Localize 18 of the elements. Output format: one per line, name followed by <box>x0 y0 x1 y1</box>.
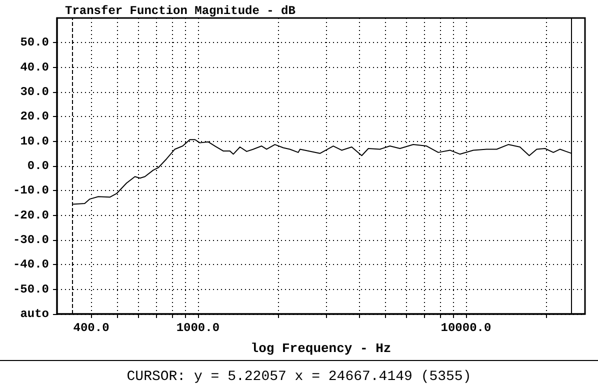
y-tick-label: -50.0 <box>12 282 49 296</box>
y-tick-label: 0.0 <box>27 159 49 173</box>
y-tick-label: 20.0 <box>20 110 49 124</box>
y-tick-label: auto <box>20 307 49 321</box>
y-tick-label: -20.0 <box>12 208 49 222</box>
x-tick-label: 10000.0 <box>440 321 492 335</box>
y-tick-label: 40.0 <box>20 60 49 74</box>
y-tick-label: -10.0 <box>12 184 49 198</box>
y-tick-label: 30.0 <box>20 85 49 99</box>
x-tick-label: 400.0 <box>73 321 110 335</box>
y-tick-label: -40.0 <box>12 258 49 272</box>
y-tick-label: -30.0 <box>12 233 49 247</box>
text: CURSOR: y = 5.22057 x = 24667.4149 (5355) <box>126 368 472 385</box>
y-tick-label: 50.0 <box>20 36 49 50</box>
y-tick-label: 10.0 <box>20 134 49 148</box>
x-axis-title: log Frequency - Hz <box>250 341 392 356</box>
x-tick-label: 1000.0 <box>176 321 220 335</box>
chart-title: Transfer Function Magnitude - dB <box>65 4 296 18</box>
